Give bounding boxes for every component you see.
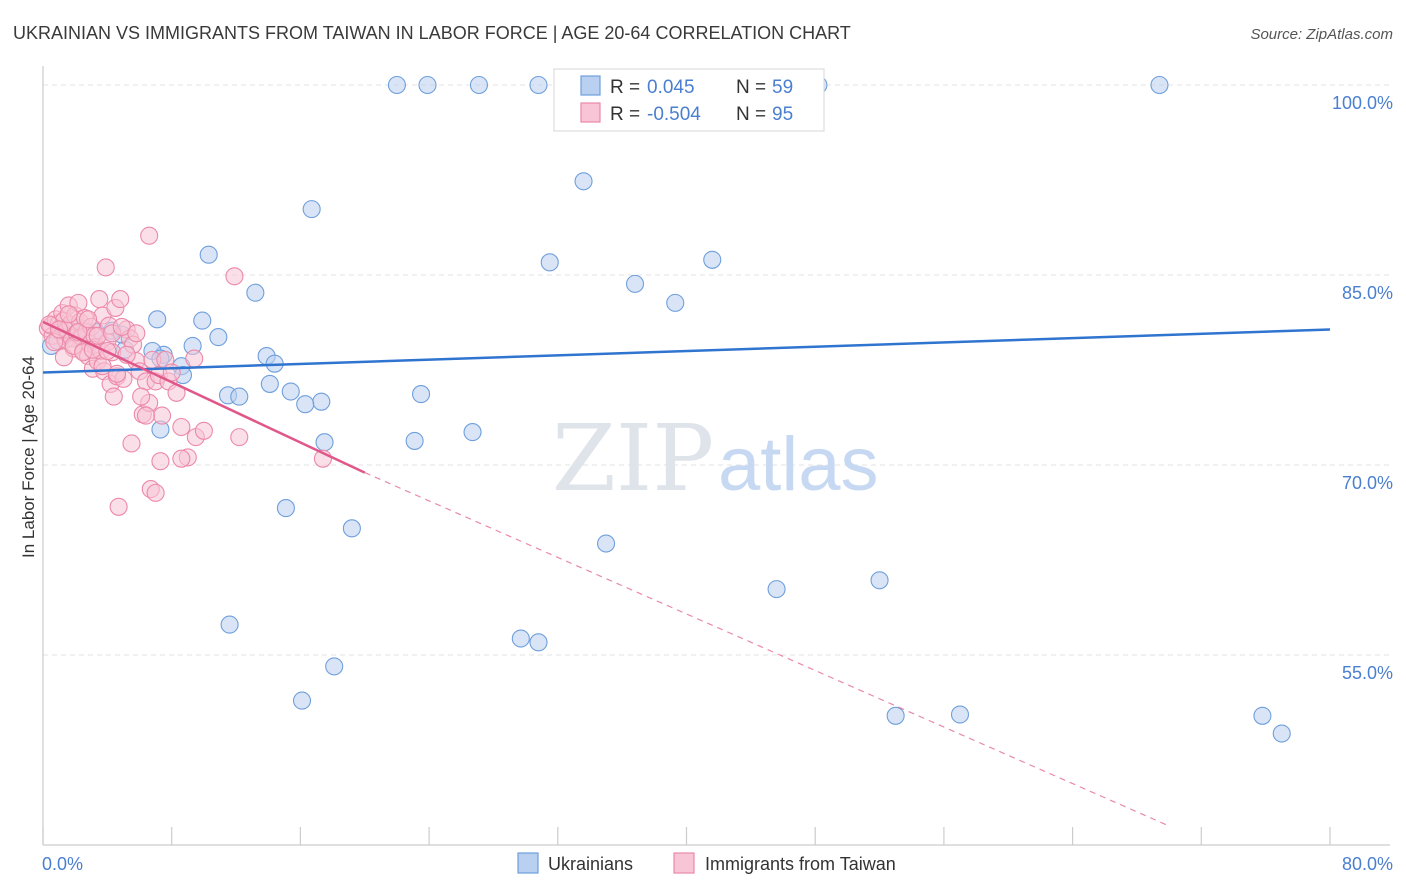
ukrainians-point-8 [302, 200, 321, 219]
taiwan-point-86 [146, 483, 165, 502]
x-tick-label-min: 0.0% [42, 854, 83, 874]
ukrainians-point-40 [463, 423, 482, 442]
ukrainians-point-32 [260, 374, 279, 393]
ukrainians-point-37 [296, 395, 315, 414]
ukrainians-point-9 [703, 250, 722, 269]
ukrainians-point-33 [281, 382, 300, 401]
taiwan-point-42 [111, 290, 130, 309]
ukrainians-point-15 [666, 293, 685, 312]
legend-n-value-1: 59 [772, 77, 793, 98]
y-tick-label-2: 70.0% [1342, 473, 1393, 493]
legend-n-label-1: N = [736, 77, 766, 98]
taiwan-point-39 [104, 387, 123, 406]
ukrainians-point-3 [529, 75, 548, 95]
chart-title: UKRAINIAN VS IMMIGRANTS FROM TAIWAN IN L… [13, 23, 851, 43]
y-tick-label-3: 55.0% [1342, 663, 1393, 683]
ukrainians-point-50 [950, 705, 970, 724]
taiwan-point-93 [109, 497, 128, 516]
taiwan-point-83 [132, 387, 151, 406]
ukrainians-point-47 [767, 580, 786, 599]
legend-r-label-2: R = [610, 104, 640, 125]
ukrainians-point-56 [1272, 724, 1291, 743]
axes [42, 66, 1390, 846]
x-tick-label-max: 80.0% [1342, 854, 1393, 874]
watermark-atlas: atlas [718, 422, 879, 507]
taiwan-point-55 [152, 406, 172, 425]
ukrainians-point-12 [246, 283, 265, 302]
taiwan-point-88 [172, 449, 191, 468]
ukrainians-point-34 [312, 392, 331, 411]
taiwan-point-72 [78, 310, 98, 329]
ukrainians-trend-line [42, 328, 1331, 374]
ukrainians-point-38 [412, 385, 431, 404]
chart-source: Source: ZipAtlas.com [1250, 26, 1393, 43]
legend-r-label-1: R = [610, 77, 640, 98]
taiwan-point-90 [225, 267, 244, 286]
y-tick-label-1: 85.0% [1342, 283, 1393, 303]
taiwan-trend-line-solid [42, 320, 366, 474]
gridlines [43, 84, 1390, 656]
ukrainians-point-10 [199, 245, 218, 264]
ukrainians-point-51 [220, 615, 239, 634]
ukrainians-point-39 [315, 433, 334, 452]
ukrainians-point-42 [405, 431, 424, 450]
taiwan-point-91 [230, 428, 249, 447]
ukrainians-point-44 [342, 519, 361, 538]
ukrainians-point-52 [325, 657, 344, 676]
series-legend-swatch-ukrainians [517, 852, 539, 874]
ukrainians-point-14 [193, 311, 212, 330]
ukrainians-point-18 [209, 328, 228, 347]
taiwan-point-87 [151, 452, 170, 471]
ukrainians-point-1 [418, 75, 437, 95]
watermark-zip: ZIP [552, 405, 714, 512]
ukrainians-point-6 [1150, 75, 1169, 95]
legend-swatch-taiwan [580, 102, 601, 123]
taiwan-point-84 [136, 406, 156, 425]
ukrainians-point-36 [230, 387, 249, 406]
legend-swatch-ukrainians [580, 75, 601, 96]
taiwan-point-34 [96, 258, 115, 277]
ukrainians-point-13 [625, 274, 645, 293]
trend-lines [42, 320, 1331, 827]
taiwan-trend-line-dashed [364, 472, 1170, 827]
legend-n-label-2: N = [736, 104, 766, 125]
taiwan-point-89 [185, 349, 204, 368]
ukrainians-point-16 [148, 310, 167, 329]
legend-r-value-2: -0.504 [647, 104, 701, 125]
legend-n-value-2: 95 [772, 104, 793, 125]
taiwan-point-81 [122, 434, 141, 453]
y-axis-label: In Labor Force | Age 20-64 [19, 356, 38, 558]
y-tick-label-0: 100.0% [1332, 93, 1393, 113]
taiwan-point-63 [194, 421, 213, 440]
ukrainians-point-53 [292, 691, 312, 710]
taiwan-point-82 [127, 324, 146, 343]
series-legend-ukrainians: Ukrainians [548, 854, 633, 874]
ukrainians-point-45 [597, 534, 616, 553]
ukrainians-point-0 [387, 75, 406, 95]
taiwan-point-60 [172, 417, 191, 437]
ukrainians-point-55 [1253, 706, 1272, 725]
ukrainians-point-54 [870, 571, 889, 590]
series-legend: Ukrainians Immigrants from Taiwan [517, 852, 896, 874]
taiwan-point-68 [59, 305, 78, 324]
ukrainians-point-48 [511, 629, 530, 648]
watermark: ZIP atlas [552, 405, 879, 512]
ukrainians-point-43 [276, 499, 295, 518]
ukrainians-point-11 [540, 253, 559, 272]
series-legend-taiwan: Immigrants from Taiwan [705, 854, 896, 874]
legend-r-value-1: 0.045 [647, 77, 695, 98]
taiwan-point-78 [107, 364, 127, 383]
series-legend-swatch-taiwan [673, 852, 695, 874]
ukrainians-point-49 [886, 706, 905, 725]
stats-legend: R = 0.045 N = 59 R = -0.504 N = 95 [553, 68, 825, 132]
ukrainians-point-7 [574, 172, 593, 191]
ukrainians-point-2 [469, 75, 489, 95]
taiwan-point-94 [140, 226, 159, 245]
ukrainians-point-46 [529, 633, 548, 652]
taiwan-point-30 [90, 290, 109, 309]
y-tick-labels: 100.0% 85.0% 70.0% 55.0% [1332, 93, 1393, 683]
